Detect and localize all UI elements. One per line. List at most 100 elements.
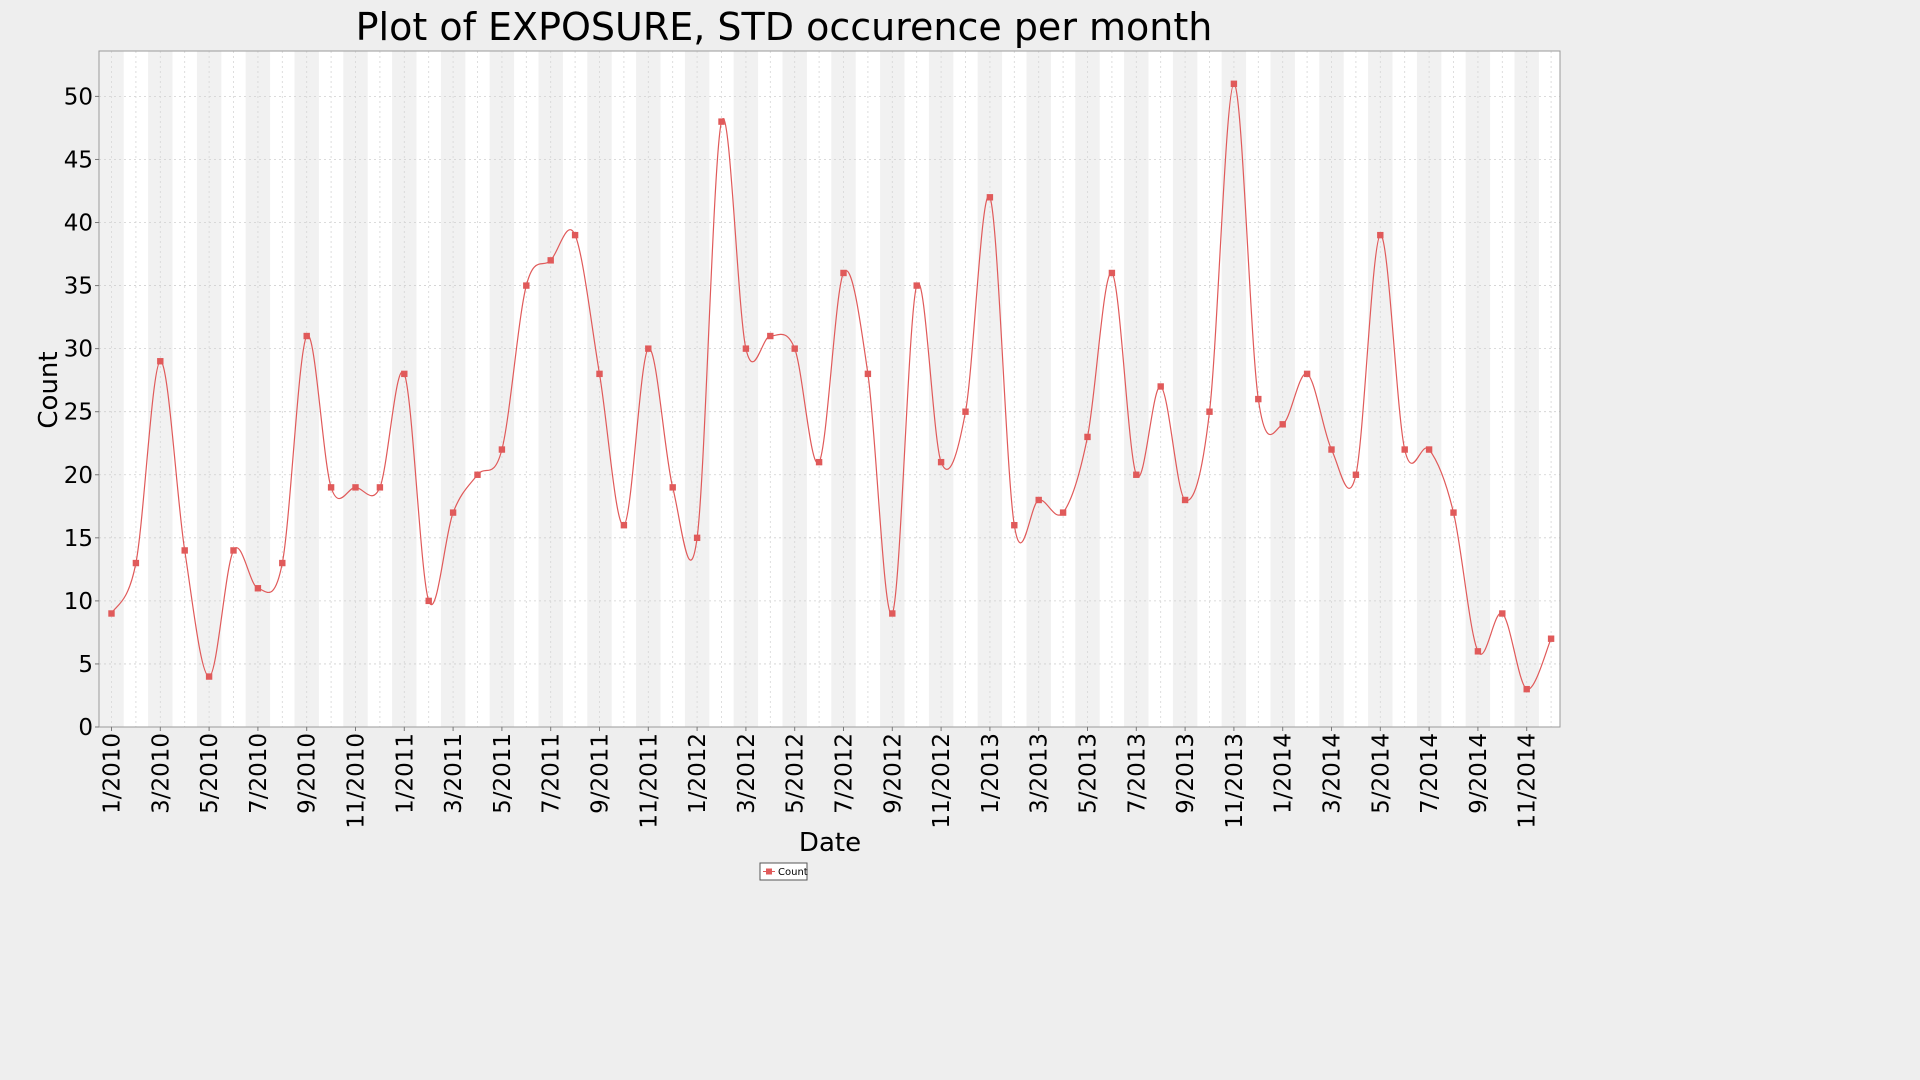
data-point	[1425, 446, 1433, 453]
data-point	[742, 345, 750, 352]
data-point	[352, 484, 359, 491]
y-tick-label: 10	[64, 589, 93, 615]
data-point	[693, 534, 701, 542]
x-tick-label: 9/2014	[1466, 733, 1492, 814]
month-band	[343, 51, 368, 727]
month-band	[733, 51, 759, 727]
x-tick-label: 11/2010	[344, 733, 370, 829]
y-tick-label: 15	[64, 526, 93, 552]
series-count	[108, 80, 1555, 693]
data-point	[937, 458, 945, 466]
data-point	[767, 332, 774, 340]
data-point	[523, 282, 530, 289]
data-point	[864, 370, 872, 378]
x-tick-label: 3/2012	[734, 733, 760, 814]
y-tick-label: 0	[78, 715, 93, 741]
data-point	[279, 559, 286, 567]
month-band	[1270, 51, 1295, 727]
month-band	[636, 51, 661, 727]
y-tick-label: 35	[64, 274, 93, 300]
data-point	[1499, 610, 1506, 617]
data-point	[230, 547, 237, 554]
data-point	[205, 673, 213, 680]
month-band	[440, 51, 466, 727]
x-tick-label: 9/2013	[1173, 733, 1199, 814]
data-point	[425, 597, 432, 605]
data-point	[449, 509, 457, 516]
data-point	[791, 345, 798, 352]
month-band	[489, 51, 515, 727]
data-point	[1181, 496, 1189, 504]
x-tick-label: 1/2012	[685, 733, 711, 814]
x-tick-label: 5/2013	[1076, 733, 1102, 814]
x-tick-label: 11/2012	[929, 733, 955, 829]
month-band	[1124, 51, 1149, 727]
x-tick-label: 1/2014	[1271, 733, 1297, 814]
x-tick-label: 9/2010	[295, 733, 321, 814]
x-tick-label: 11/2014	[1515, 733, 1541, 829]
plot-border	[98, 50, 1561, 728]
data-point	[1523, 685, 1530, 693]
x-tick-label: 9/2011	[588, 733, 614, 814]
y-tick-label: 45	[64, 147, 93, 173]
y-tick-label: 50	[64, 84, 93, 110]
data-point	[1157, 383, 1164, 390]
data-point	[181, 547, 188, 554]
y-axis-ticks: 0 5 10 15 20 25 30 35 40 45 50	[64, 84, 99, 741]
data-point	[157, 358, 164, 365]
x-tick-label: 7/2012	[832, 733, 858, 814]
month-band	[245, 51, 271, 727]
data-point	[1230, 80, 1238, 87]
month-band	[1026, 51, 1051, 727]
data-point	[1108, 269, 1116, 277]
data-point	[1011, 522, 1018, 529]
month-band	[1319, 51, 1344, 727]
month-band	[1416, 51, 1442, 727]
data-point	[620, 522, 628, 529]
data-point	[108, 610, 115, 617]
data-point	[303, 332, 310, 340]
x-tick-label: 3/2011	[441, 733, 467, 814]
data-point	[1084, 433, 1091, 441]
month-band	[1075, 51, 1100, 727]
data-point	[474, 471, 481, 478]
x-tick-label: 3/2014	[1320, 733, 1346, 814]
data-point	[718, 118, 725, 125]
x-tick-label: 11/2013	[1222, 733, 1248, 829]
x-tick-label: 5/2014	[1368, 733, 1394, 814]
month-band	[1172, 51, 1198, 727]
x-tick-label: 1/2010	[100, 733, 126, 814]
data-point	[1133, 471, 1140, 478]
data-point	[401, 370, 408, 378]
data-point	[986, 194, 994, 201]
data-point	[669, 484, 676, 491]
legend-marker	[766, 868, 772, 875]
data-point	[1255, 395, 1262, 403]
x-tick-label: 11/2011	[636, 733, 662, 829]
x-tick-label: 7/2011	[539, 733, 565, 814]
x-tick-label: 5/2012	[783, 733, 809, 814]
data-point	[1303, 370, 1311, 378]
x-tick-label: 9/2012	[880, 733, 906, 814]
month-band	[831, 51, 856, 727]
data-point	[1450, 509, 1457, 516]
data-point	[1474, 648, 1482, 655]
month-band	[587, 51, 612, 727]
data-point	[376, 484, 384, 491]
data-point	[1377, 231, 1384, 239]
data-point	[889, 610, 896, 617]
x-tick-label: 7/2013	[1124, 733, 1150, 814]
data-point	[1401, 446, 1408, 453]
chart: Plot of EXPOSURE, STD occurence per mont…	[34, 5, 1561, 881]
chart-title: Plot of EXPOSURE, STD occurence per mont…	[356, 5, 1213, 49]
x-tick-label: 5/2010	[197, 733, 223, 814]
data-point	[254, 585, 262, 592]
legend-label: Count	[778, 867, 808, 878]
data-point	[1059, 509, 1067, 516]
legend: Count	[759, 862, 808, 881]
month-band	[1368, 51, 1393, 727]
y-tick-label: 5	[78, 652, 93, 678]
y-tick-label: 30	[64, 337, 93, 363]
x-tick-label: 3/2010	[148, 733, 174, 814]
data-point	[1279, 421, 1286, 428]
